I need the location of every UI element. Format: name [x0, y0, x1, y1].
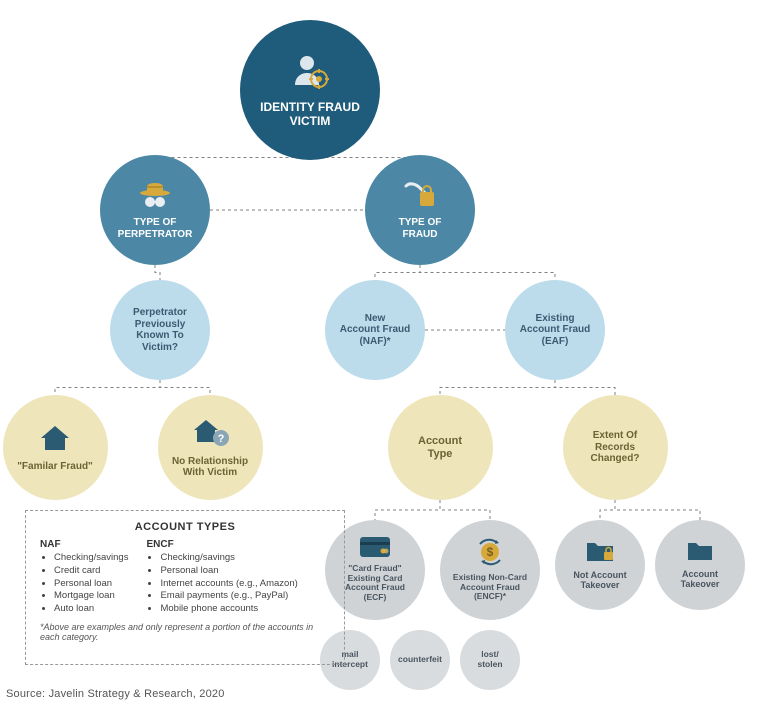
node-label: ExistingAccount Fraud(EAF): [520, 313, 591, 348]
box-title: ACCOUNT TYPES: [40, 521, 330, 533]
node-acct: AccountType: [388, 395, 493, 500]
person-target-icon: [289, 51, 331, 97]
node-label: IDENTITY FRAUDVICTIM: [260, 101, 360, 129]
col-head: ENCF: [146, 539, 297, 550]
node-root: IDENTITY FRAUDVICTIM: [240, 20, 380, 160]
source-line: Source: Javelin Strategy & Research, 202…: [6, 688, 225, 700]
acct-item: Auto loan: [54, 603, 128, 616]
node-label: counterfeit: [398, 655, 442, 665]
node-extent: Extent OfRecordsChanged?: [563, 395, 668, 500]
acct-item: Checking/savings: [160, 552, 297, 565]
node-familiar: "Familar Fraud": [3, 395, 108, 500]
house-icon: [38, 423, 72, 457]
svg-text:$: $: [487, 545, 494, 559]
node-known: PerpetratorPreviouslyKnown ToVictim?: [110, 280, 210, 380]
acct-item: Checking/savings: [54, 552, 128, 565]
dollar-cycle-icon: $: [475, 538, 505, 569]
node-label: AccountType: [418, 435, 462, 460]
node-label: TYPE OFFRAUD: [399, 217, 442, 240]
node-label: AccountTakeover: [681, 569, 720, 590]
node-encf: $ Existing Non-CardAccount Fraud(ENCF)*: [440, 520, 540, 620]
node-label: "Card Fraud"Existing CardAccount Fraud(E…: [345, 564, 405, 603]
hand-bag-icon: [402, 180, 438, 214]
folder-icon: [686, 540, 714, 564]
card-icon: [360, 537, 390, 560]
node-label: Extent OfRecordsChanged?: [591, 430, 640, 465]
node-lost: lost/stolen: [460, 630, 520, 690]
node-eaf: ExistingAccount Fraud(EAF): [505, 280, 605, 380]
node-label: "Familar Fraud": [17, 461, 93, 473]
acct-item: Internet accounts (e.g., Amazon): [160, 578, 297, 591]
diagram-stage: IDENTITY FRAUDVICTIM TYPE OFPERPETRATOR TY…: [0, 0, 769, 706]
acct-item: Credit card: [54, 565, 128, 578]
node-naf: NewAccount Fraud(NAF)*: [325, 280, 425, 380]
acct-item: Email payments (e.g., PayPal): [160, 590, 297, 603]
account-types-box: ACCOUNT TYPESNAFChecking/savingsCredit c…: [25, 510, 345, 665]
node-label: PerpetratorPreviouslyKnown ToVictim?: [133, 307, 187, 353]
node-label: NewAccount Fraud(NAF)*: [340, 313, 411, 348]
house-q-icon: ?: [191, 416, 229, 452]
node-notake: Not AccountTakeover: [555, 520, 645, 610]
hat-glasses-icon: [137, 180, 173, 214]
col-head: NAF: [40, 539, 128, 550]
node-label: Not AccountTakeover: [573, 570, 626, 591]
node-take: AccountTakeover: [655, 520, 745, 610]
node-perp: TYPE OFPERPETRATOR: [100, 155, 210, 265]
acct-item: Mortgage loan: [54, 590, 128, 603]
acct-item: Mobile phone accounts: [160, 603, 297, 616]
svg-text:?: ?: [218, 433, 225, 445]
box-footnote: *Above are examples and only represent a…: [40, 622, 330, 642]
node-fraud: TYPE OFFRAUD: [365, 155, 475, 265]
acct-item: Personal loan: [160, 565, 297, 578]
node-label: lost/stolen: [477, 650, 502, 670]
node-label: TYPE OFPERPETRATOR: [118, 217, 193, 240]
node-counter: counterfeit: [390, 630, 450, 690]
folder-lock-icon: [585, 539, 615, 565]
acct-item: Personal loan: [54, 578, 128, 591]
node-label: No RelationshipWith Victim: [172, 456, 248, 479]
node-norel: ? No RelationshipWith Victim: [158, 395, 263, 500]
node-label: Existing Non-CardAccount Fraud(ENCF)*: [453, 573, 527, 602]
